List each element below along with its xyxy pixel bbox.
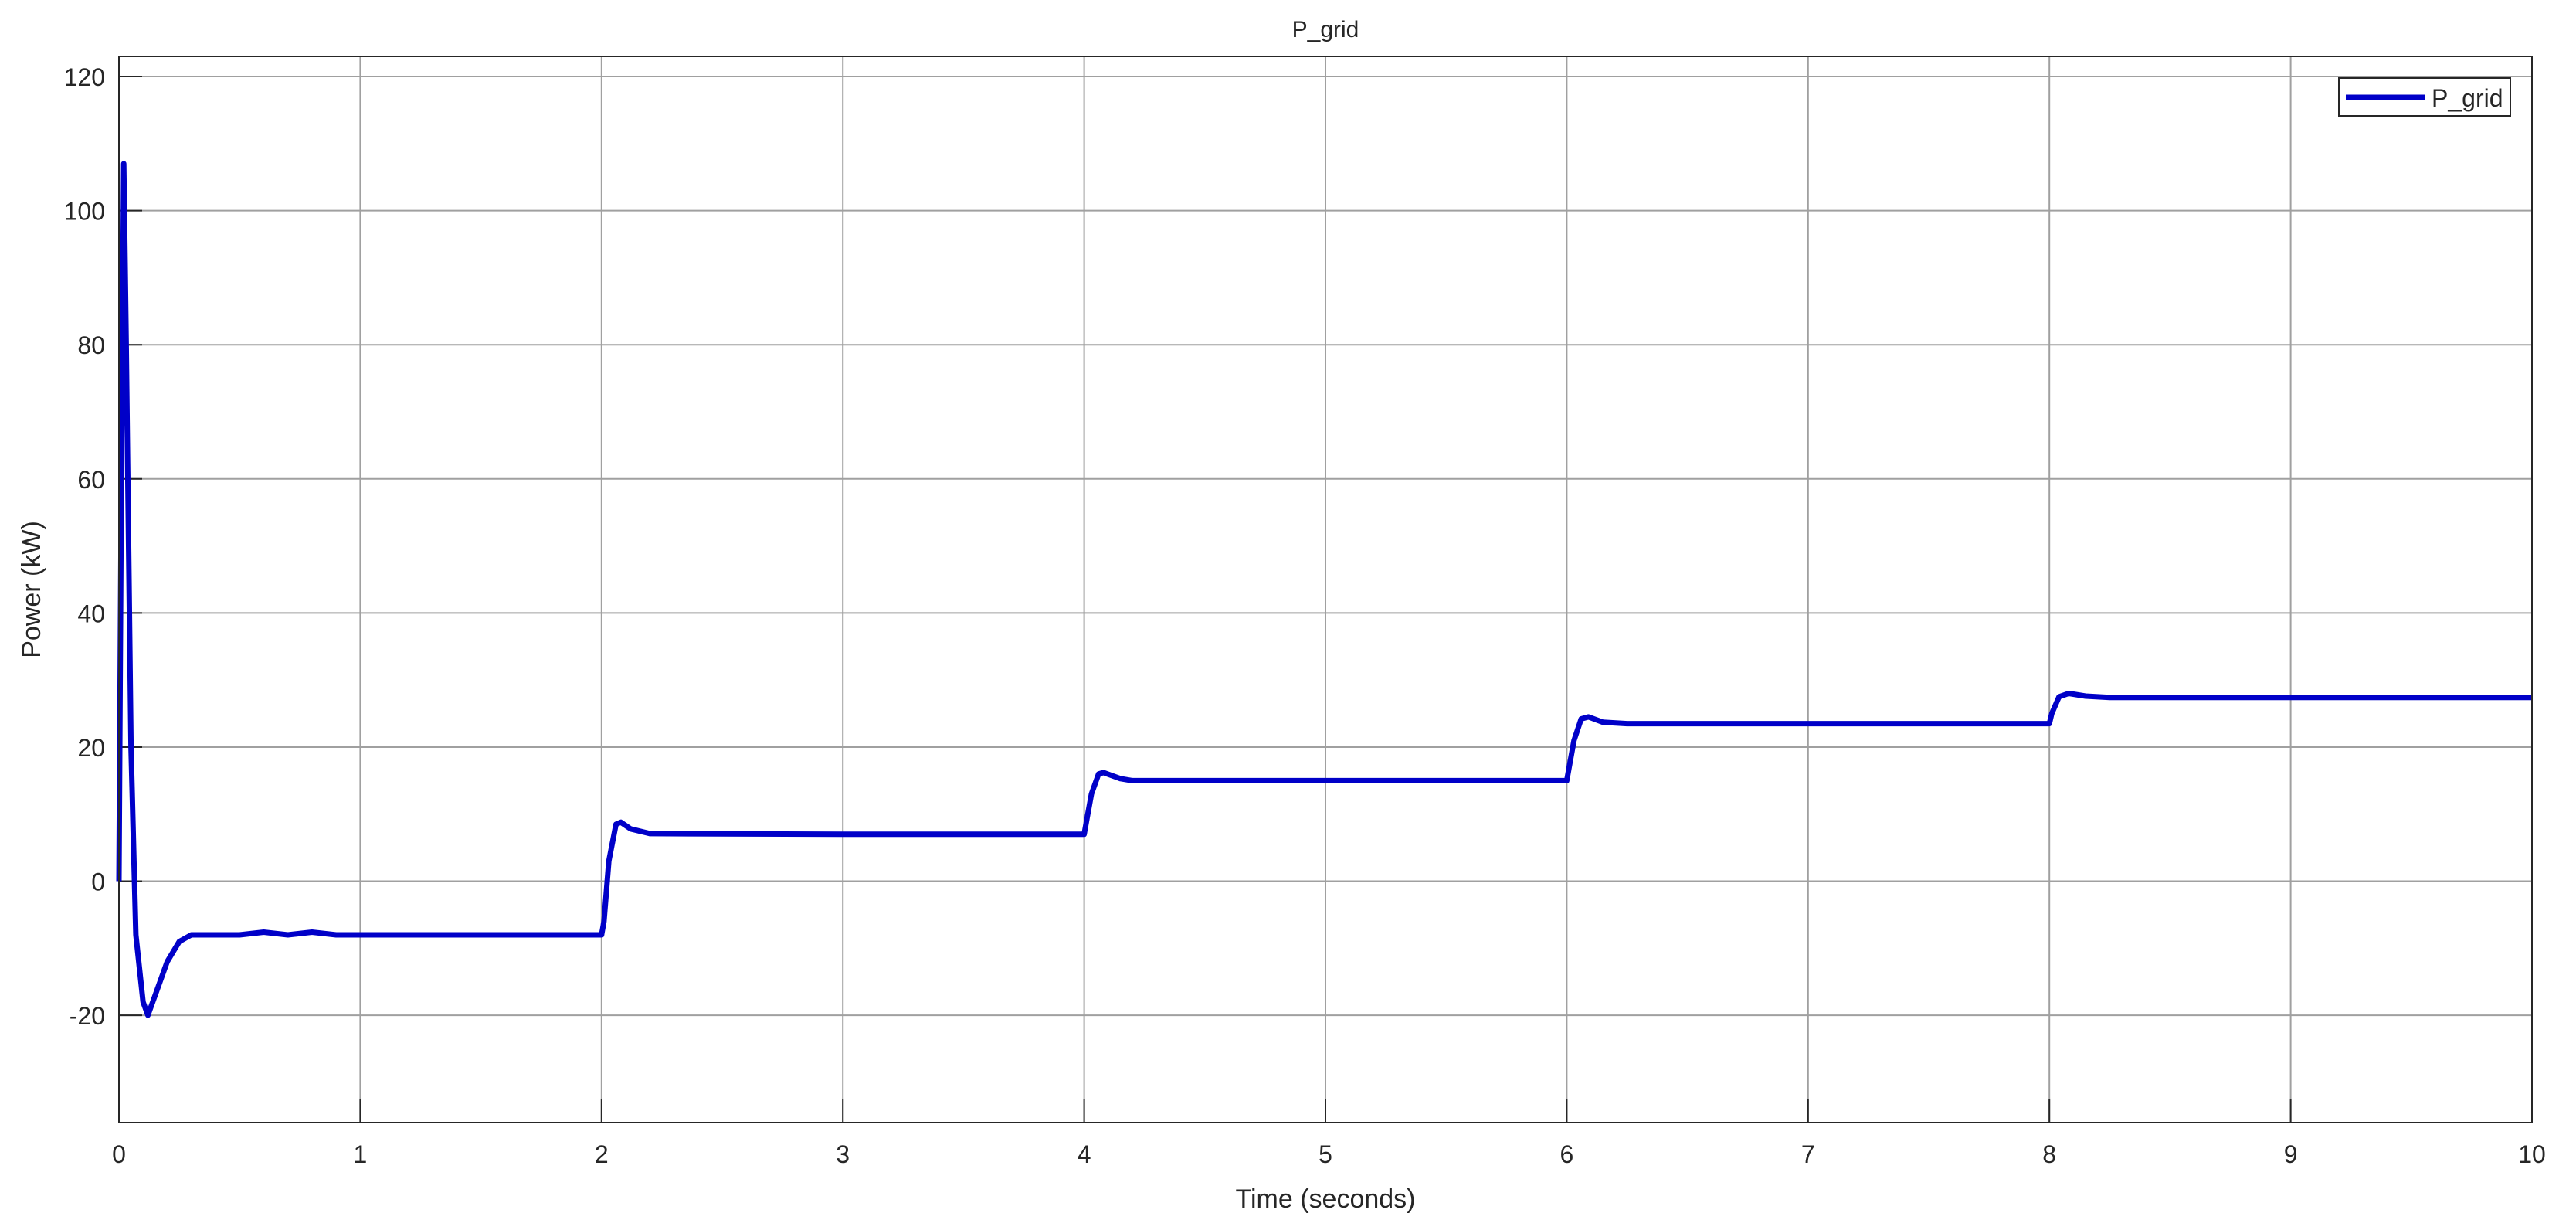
x-tick-label: 4 (1078, 1140, 1091, 1168)
chart-title: P_grid (1292, 17, 1359, 42)
legend-label-p-grid: P_grid (2432, 84, 2503, 112)
y-tick-label: 40 (77, 600, 105, 627)
x-tick-label: 2 (595, 1140, 609, 1168)
y-axis-label: Power (kW) (17, 521, 46, 658)
y-tick-label: 80 (77, 331, 105, 359)
x-tick-label: 5 (1319, 1140, 1332, 1168)
x-tick-label: 6 (1560, 1140, 1574, 1168)
y-tick-label: 0 (91, 868, 105, 896)
x-tick-label: 8 (2042, 1140, 2056, 1168)
legend[interactable]: P_grid (2338, 77, 2511, 117)
x-tick-label: 1 (354, 1140, 368, 1168)
tick-labels: 0 1 2 3 4 5 6 7 8 9 10 -20 0 20 40 60 80 100 120 (64, 63, 2546, 1168)
y-tick-label: 100 (64, 198, 105, 226)
x-tick-label: 0 (112, 1140, 126, 1168)
series-line-p-grid (116, 161, 2532, 1018)
x-tick-label: 3 (836, 1140, 850, 1168)
y-tick-label: 20 (77, 734, 105, 762)
y-tick-label: -20 (70, 1002, 105, 1030)
x-axis-label: Time (seconds) (1235, 1184, 1415, 1214)
y-tick-label: 120 (64, 63, 105, 91)
grid (118, 56, 2533, 1123)
y-tick-label: 60 (77, 466, 105, 494)
plot-frame (118, 56, 2533, 1123)
x-tick-label: 10 (2518, 1140, 2546, 1168)
x-tick-label: 9 (2284, 1140, 2298, 1168)
series-layer (116, 161, 2532, 1018)
x-tick-label: 7 (1801, 1140, 1815, 1168)
